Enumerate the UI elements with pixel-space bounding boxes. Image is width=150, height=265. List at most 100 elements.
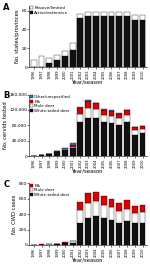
Y-axis label: No. cervids tested: No. cervids tested	[3, 101, 8, 149]
Bar	[31, 60, 37, 67]
Bar	[132, 20, 138, 67]
Bar	[70, 43, 76, 67]
Bar	[54, 244, 60, 245]
Bar	[62, 56, 68, 67]
Bar	[70, 148, 76, 156]
X-axis label: Year/season: Year/season	[72, 80, 104, 85]
Bar	[78, 14, 83, 67]
Text: C: C	[3, 180, 9, 189]
Bar	[62, 243, 68, 244]
Bar	[93, 109, 99, 118]
Bar	[85, 108, 91, 118]
Bar	[132, 130, 138, 135]
Bar	[93, 216, 99, 245]
Bar	[116, 12, 122, 67]
Bar	[54, 152, 60, 156]
Bar	[78, 210, 83, 223]
Bar	[54, 60, 60, 67]
Bar	[116, 125, 122, 156]
Bar	[85, 16, 91, 67]
Bar	[132, 127, 138, 130]
Text: A: A	[3, 3, 10, 12]
Bar	[116, 113, 122, 114]
Bar	[140, 126, 146, 129]
X-axis label: Year/season: Year/season	[72, 257, 104, 262]
Legend: Passive/limited, Active/extensive: Passive/limited, Active/extensive	[30, 6, 68, 15]
Bar	[101, 110, 107, 114]
Bar	[140, 212, 146, 223]
Bar	[39, 56, 44, 67]
Bar	[85, 101, 91, 108]
Bar	[70, 243, 76, 245]
Bar	[101, 109, 107, 110]
Bar	[78, 18, 83, 67]
Bar	[78, 107, 83, 108]
Bar	[132, 213, 138, 223]
Bar	[78, 114, 83, 122]
Bar	[140, 133, 146, 156]
Bar	[132, 206, 138, 213]
Bar	[140, 223, 146, 245]
Bar	[70, 241, 76, 243]
Bar	[116, 16, 122, 67]
Bar	[109, 116, 114, 123]
Bar	[101, 196, 107, 205]
Bar	[93, 103, 99, 109]
Bar	[132, 223, 138, 245]
Bar	[124, 200, 130, 209]
Bar	[62, 244, 68, 245]
Bar	[140, 15, 146, 67]
Bar	[109, 219, 114, 245]
Bar	[62, 149, 68, 150]
Bar	[109, 110, 114, 111]
Bar	[85, 118, 91, 156]
Bar	[85, 12, 91, 67]
Bar	[93, 12, 99, 67]
Bar	[85, 193, 91, 203]
Bar	[78, 122, 83, 156]
Bar	[70, 143, 76, 145]
Bar	[124, 209, 130, 221]
Bar	[140, 20, 146, 67]
Bar	[85, 218, 91, 245]
Legend: Elk, Mule deer, White-tailed deer: Elk, Mule deer, White-tailed deer	[30, 184, 70, 197]
Bar	[54, 151, 60, 152]
Bar	[109, 111, 114, 116]
Bar	[140, 205, 146, 212]
Bar	[93, 192, 99, 201]
Bar	[101, 122, 107, 156]
Bar	[124, 12, 130, 67]
Bar	[124, 110, 130, 114]
Bar	[62, 148, 68, 149]
Bar	[85, 203, 91, 218]
Bar	[85, 100, 91, 101]
Bar	[101, 218, 107, 245]
Bar	[109, 199, 114, 207]
Bar	[93, 201, 99, 216]
Bar	[93, 118, 99, 156]
Bar	[101, 16, 107, 67]
Bar	[124, 221, 130, 245]
Bar	[124, 114, 130, 122]
Bar	[132, 15, 138, 67]
Bar	[78, 202, 83, 210]
Bar	[116, 118, 122, 125]
Bar	[62, 242, 68, 243]
Bar	[116, 203, 122, 211]
Bar	[116, 114, 122, 118]
Bar	[46, 154, 52, 156]
Bar	[70, 145, 76, 147]
Bar	[93, 16, 99, 67]
Bar	[54, 55, 60, 67]
Legend: Other/unspecified, Elk, Mule deer, White-tailed deer: Other/unspecified, Elk, Mule deer, White…	[30, 95, 71, 113]
Bar	[101, 114, 107, 122]
Bar	[124, 122, 130, 156]
Y-axis label: No. CWD cases: No. CWD cases	[12, 195, 17, 234]
Bar	[101, 205, 107, 218]
Text: B: B	[3, 91, 9, 100]
Bar	[78, 108, 83, 114]
Bar	[109, 123, 114, 156]
Bar	[101, 12, 107, 67]
Bar	[140, 129, 146, 133]
Bar	[132, 135, 138, 156]
